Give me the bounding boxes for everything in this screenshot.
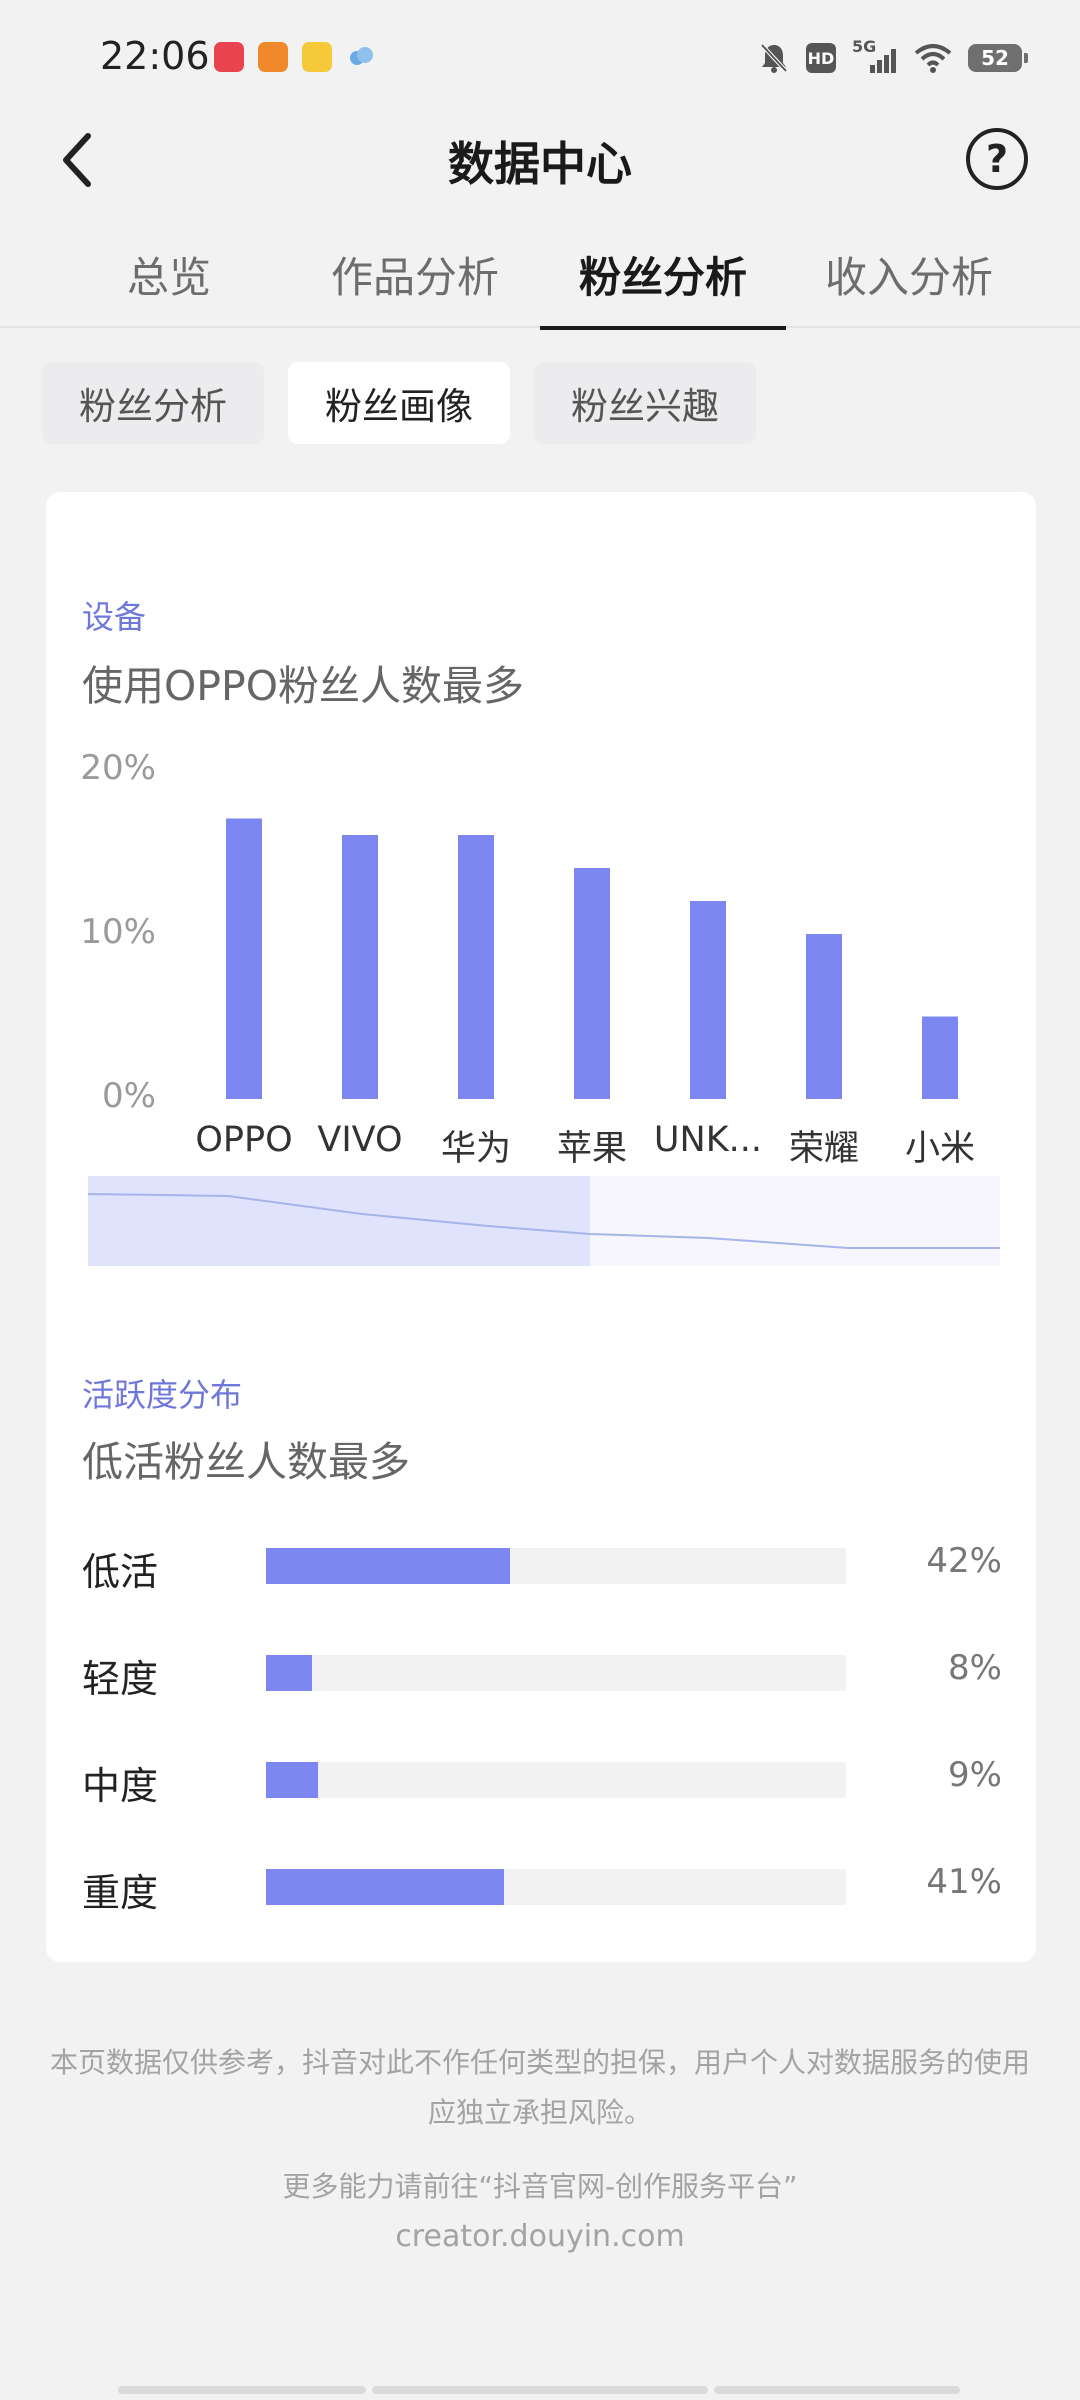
device-bar[interactable] <box>806 934 842 1099</box>
activity-percent: 8% <box>948 1648 1002 1688</box>
fans-profile-card: 设备 使用OPPO粉丝人数最多 20% 10% 0% OPPO VIVO 华为 … <box>46 492 1036 1962</box>
x-category-label: 苹果 <box>556 1129 627 1169</box>
x-category-label: 荣耀 <box>788 1129 859 1169</box>
zoom-window <box>88 1176 590 1266</box>
device-section-label: 设备 <box>82 598 147 636</box>
cloud-app-icon <box>346 42 376 72</box>
activity-row: 重度 41% <box>82 1856 1002 1916</box>
page-title: 数据中心 <box>448 137 632 191</box>
activity-label: 重度 <box>82 1871 159 1915</box>
device-bar[interactable] <box>226 818 262 1100</box>
hd-badge: HD <box>806 43 836 73</box>
tab-overview[interactable]: 总览 <box>126 252 211 302</box>
status-indicators: HD 5G 52 <box>758 37 1028 78</box>
activity-label: 低活 <box>82 1550 159 1594</box>
device-bar-chart: 20% 10% 0% OPPO VIVO 华为 苹果 UNK... 荣耀 小米 <box>46 492 1036 1292</box>
x-category-label: 小米 <box>904 1129 975 1169</box>
device-bar[interactable] <box>342 835 378 1099</box>
disclaimer-text: 本页数据仅供参考，抖音对此不作任何类型的担保，用户个人对数据服务的使用应独立承担… <box>49 2046 1030 2129</box>
activity-section-title: 低活粉丝人数最多 <box>82 1438 410 1486</box>
y-tick-label: 10% <box>80 912 156 952</box>
tab-income-analysis[interactable]: 收入分析 <box>824 252 993 302</box>
activity-bar-fill <box>266 1548 510 1584</box>
x-category-label: 华为 <box>440 1129 511 1169</box>
orange-app-icon <box>258 42 288 72</box>
activity-row: 轻度 8% <box>82 1642 1002 1702</box>
activity-percent: 9% <box>948 1755 1002 1795</box>
activity-bar-fill <box>266 1869 504 1905</box>
chevron-left-icon <box>63 133 91 187</box>
status-bar: 22:06 HD 5G <box>0 0 1080 110</box>
activity-bar-track <box>266 1869 846 1905</box>
activity-bar-track <box>266 1762 846 1798</box>
activity-section-label: 活跃度分布 <box>82 1376 243 1414</box>
question-mark-icon: ? <box>985 137 1009 181</box>
subtab-fans-profile[interactable]: 粉丝画像 <box>288 362 510 444</box>
device-bar[interactable] <box>922 1016 958 1100</box>
x-category-label: VIVO <box>317 1120 403 1160</box>
cellular-signal-icon: 5G <box>852 37 898 75</box>
tab-fans-analysis[interactable]: 粉丝分析 <box>540 220 786 330</box>
activity-bar-fill <box>266 1762 319 1798</box>
sub-tabs: 粉丝分析 粉丝画像 粉丝兴趣 <box>42 362 756 444</box>
x-category-label: OPPO <box>195 1120 293 1160</box>
y-tick-label: 0% <box>102 1076 156 1116</box>
more-capabilities-text: 更多能力请前往“抖音官网-创作服务平台” <box>282 2170 798 2203</box>
x-category-label: UNK... <box>653 1120 763 1160</box>
activity-bar-fill <box>266 1655 313 1691</box>
bottom-scroll-indicator <box>118 2386 366 2394</box>
activity-label: 中度 <box>82 1764 159 1808</box>
wifi-icon <box>914 44 952 73</box>
network-type-label: 5G <box>852 37 877 56</box>
device-bar[interactable] <box>690 901 726 1099</box>
subtab-fans-interest[interactable]: 粉丝兴趣 <box>534 362 756 444</box>
device-section-title: 使用OPPO粉丝人数最多 <box>82 662 524 710</box>
bottom-scroll-indicator <box>372 2386 708 2394</box>
creator-site-link[interactable]: creator.douyin.com <box>395 2219 685 2254</box>
bottom-scroll-indicator <box>714 2386 960 2394</box>
battery-indicator: 52 <box>968 44 1028 72</box>
activity-bar-track <box>266 1655 846 1691</box>
activity-bar-track <box>266 1548 846 1584</box>
top-navigation-bar: 数据中心 ? <box>0 110 1080 210</box>
mute-bell-icon <box>760 43 788 73</box>
activity-label: 轻度 <box>82 1657 159 1701</box>
help-button[interactable]: ? <box>966 128 1028 190</box>
y-tick-label: 20% <box>80 748 156 788</box>
subtab-fans-analysis[interactable]: 粉丝分析 <box>42 362 264 444</box>
activity-row: 低活 42% <box>82 1535 1002 1595</box>
device-bar[interactable] <box>458 835 494 1099</box>
xiaohongshu-app-icon <box>214 42 244 72</box>
tab-works-analysis[interactable]: 作品分析 <box>330 252 499 302</box>
status-time: 22:06 <box>100 34 210 78</box>
yellow-app-icon <box>302 42 332 72</box>
back-button[interactable] <box>40 122 116 198</box>
activity-row: 中度 9% <box>82 1749 1002 1809</box>
activity-percent: 42% <box>926 1541 1002 1581</box>
activity-percent: 41% <box>926 1862 1002 1902</box>
device-bar[interactable] <box>574 868 610 1099</box>
bar-series <box>226 818 958 1100</box>
main-tabs: 总览 作品分析 粉丝分析 收入分析 <box>0 220 1080 330</box>
chart-zoom-slider[interactable] <box>88 1176 1000 1266</box>
